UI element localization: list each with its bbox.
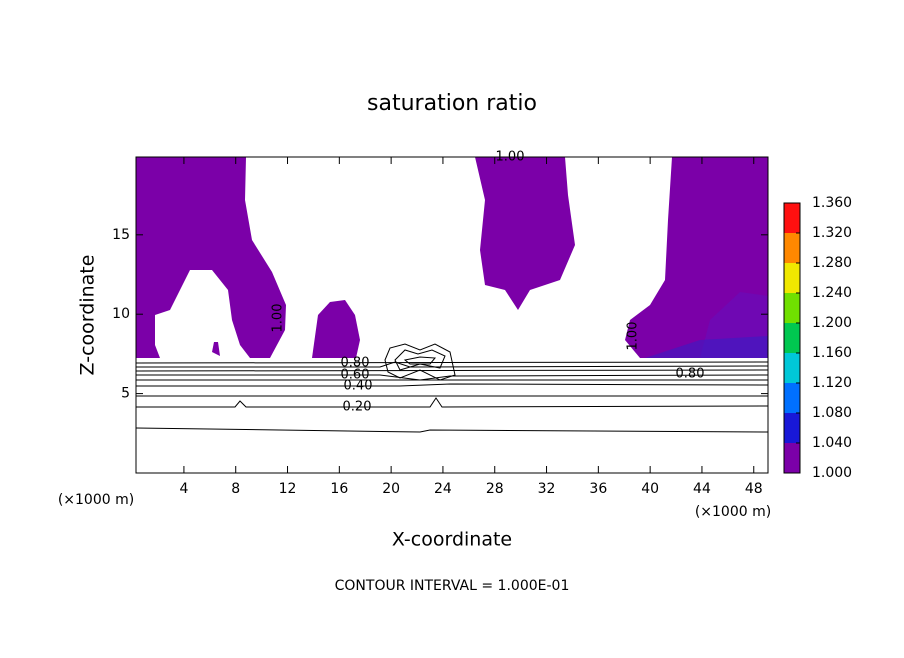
region [212,342,220,356]
saturated-regions [136,157,768,358]
contour-line [384,343,456,381]
x-tick-label: 32 [538,481,556,497]
colorbar-segment [784,443,800,473]
contour-line [135,427,769,433]
colorbar-segment [784,293,800,323]
contour-label: 1.00 [271,304,286,333]
colorbar-tick-label: 1.320 [812,225,852,241]
colorbar-tick-label: 1.360 [812,195,852,211]
region [475,157,575,310]
colorbar-frame [783,202,801,474]
colorbar-segment [784,203,800,233]
contour-label: 0.80 [341,356,370,371]
x-unit-label: (×1000 m) [58,492,134,508]
chart-title: saturation ratio [367,91,537,116]
x-tick-label: 16 [330,481,348,497]
contour-label: 1.00 [496,150,525,165]
shade [645,336,768,358]
x-tick-label: 24 [434,481,452,497]
x-unit-label: (×1000 m) [695,504,771,520]
x-tick-label: 44 [693,481,711,497]
colorbar-segment [784,353,800,383]
x-tick-label: 28 [486,481,504,497]
region [312,300,360,358]
colorbar-segment [784,233,800,263]
colorbar-tick-label: 1.280 [812,255,852,271]
contour-label: 1.00 [626,322,641,351]
contour-line [136,383,769,387]
x-tick-label: 4 [179,481,188,497]
colorbar-tick-label: 1.000 [812,465,852,481]
contour-label: 0.20 [343,400,372,415]
contour-line [136,361,769,368]
y-tick-label: 10 [112,306,130,322]
colorbar-tick-label: 1.160 [812,345,852,361]
contour-line [135,369,769,372]
x-tick-label: 12 [279,481,297,497]
contour-line [394,349,446,371]
contour-line [403,356,437,365]
x-tick-label: 36 [589,481,607,497]
x-tick-label: 8 [231,481,240,497]
colorbar-tick-label: 1.040 [812,435,852,451]
colorbar-tick-label: 1.240 [812,285,852,301]
x-axis-label: X-coordinate [392,529,512,551]
x-tick-label: 48 [745,481,763,497]
colorbar-segment [784,383,800,413]
contour-line [136,397,769,408]
colorbar-tick-label: 1.080 [812,405,852,421]
y-tick-label: 5 [121,386,130,402]
contour-label: 0.40 [344,379,373,394]
x-tick-label: 40 [641,481,659,497]
colorbar-segment [784,263,800,293]
contour-label: 0.80 [676,367,705,382]
colorbar-tick-label: 1.120 [812,375,852,391]
region [136,157,286,358]
contour-label: 0.60 [341,368,370,383]
colorbar-tick-label: 1.200 [812,315,852,331]
contour-interval: CONTOUR INTERVAL = 1.000E-01 [335,578,570,594]
colorbar-segment [784,413,800,443]
x-tick-label: 20 [382,481,400,497]
y-tick-label: 15 [112,227,130,243]
colorbar-segment [784,323,800,353]
y-axis-label: Z-coordinate [77,255,99,376]
plot-frame [135,156,769,474]
contour-lines [135,343,769,433]
region [625,157,768,358]
